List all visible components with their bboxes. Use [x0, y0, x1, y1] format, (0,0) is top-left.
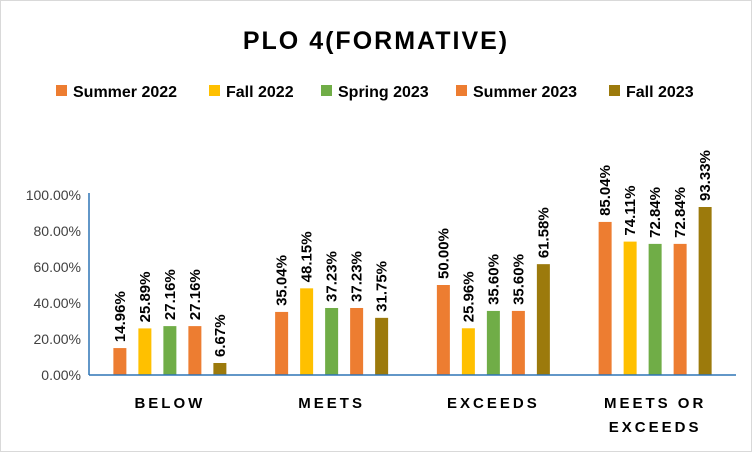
y-tick-label: 60.00% — [34, 259, 81, 275]
data-label: 35.04% — [274, 255, 291, 306]
y-axis: 0.00% 20.00% 40.00% 60.00% 80.00% 100.00% — [26, 187, 90, 383]
x-axis: BELOW MEETS EXCEEDS MEETS OR EXCEEDS — [89, 374, 736, 436]
bars — [113, 207, 712, 375]
data-label: 72.84% — [672, 187, 689, 238]
bar — [163, 326, 177, 375]
bar — [461, 328, 475, 375]
legend-label: Spring 2023 — [338, 84, 429, 101]
legend-label: Fall 2022 — [226, 84, 294, 101]
bar — [188, 326, 202, 375]
legend: Summer 2022 Fall 2022 Spring 2023 Summer 20… — [56, 84, 694, 101]
x-tick-label: EXCEEDS — [609, 419, 702, 436]
legend-swatch — [209, 85, 220, 96]
y-tick-label: 20.00% — [34, 331, 81, 347]
data-label: 31.75% — [374, 261, 391, 312]
data-label: 27.16% — [162, 269, 179, 320]
bar — [300, 288, 314, 375]
legend-swatch — [321, 85, 332, 96]
x-tick-label: BELOW — [134, 395, 205, 412]
x-tick-label: MEETS OR — [604, 395, 706, 412]
bar — [325, 307, 339, 375]
legend-label: Summer 2023 — [473, 84, 577, 101]
data-label: 6.67% — [212, 314, 229, 357]
data-label: 27.16% — [187, 269, 204, 320]
chart-title: PLO 4(FORMATIVE) — [243, 27, 509, 55]
bar — [598, 221, 612, 375]
bar — [138, 328, 152, 375]
bar — [213, 362, 227, 375]
legend-swatch — [456, 85, 467, 96]
bar — [673, 243, 687, 375]
bar — [275, 311, 289, 375]
data-label: 72.84% — [647, 187, 664, 238]
legend-label: Fall 2023 — [626, 84, 694, 101]
bar — [511, 310, 525, 375]
data-label: 25.89% — [137, 272, 154, 323]
data-label: 61.58% — [535, 207, 552, 258]
data-label: 85.04% — [597, 165, 614, 216]
x-tick-label: EXCEEDS — [447, 395, 540, 412]
data-label: 37.23% — [324, 251, 341, 302]
bar — [698, 207, 712, 375]
bar — [436, 285, 450, 375]
x-tick-label: MEETS — [298, 395, 365, 412]
data-labels: 14.96% 25.89% 27.16% 27.16% 6.67% 35.04% 48.15… — [112, 150, 714, 357]
data-label: 74.11% — [622, 186, 639, 236]
data-label: 37.23% — [349, 251, 366, 302]
data-label: 48.15% — [299, 231, 316, 282]
bar — [648, 243, 662, 375]
y-tick-label: 0.00% — [41, 367, 81, 383]
legend-swatch — [56, 85, 67, 96]
data-label: 14.96% — [112, 291, 129, 342]
bar — [113, 348, 127, 375]
bar — [375, 317, 389, 375]
data-label: 35.60% — [485, 254, 502, 305]
data-label: 93.33% — [697, 150, 714, 201]
legend-label: Summer 2022 — [73, 84, 177, 101]
bar — [536, 264, 550, 375]
bar — [486, 310, 500, 375]
y-tick-label: 80.00% — [34, 223, 81, 239]
data-label: 25.96% — [460, 271, 477, 322]
legend-swatch — [609, 85, 620, 96]
y-tick-label: 40.00% — [34, 295, 81, 311]
bar — [350, 307, 364, 375]
bar — [623, 241, 637, 375]
data-label: 35.60% — [510, 254, 527, 305]
y-tick-label: 100.00% — [26, 187, 81, 203]
data-label: 50.00% — [435, 228, 452, 279]
